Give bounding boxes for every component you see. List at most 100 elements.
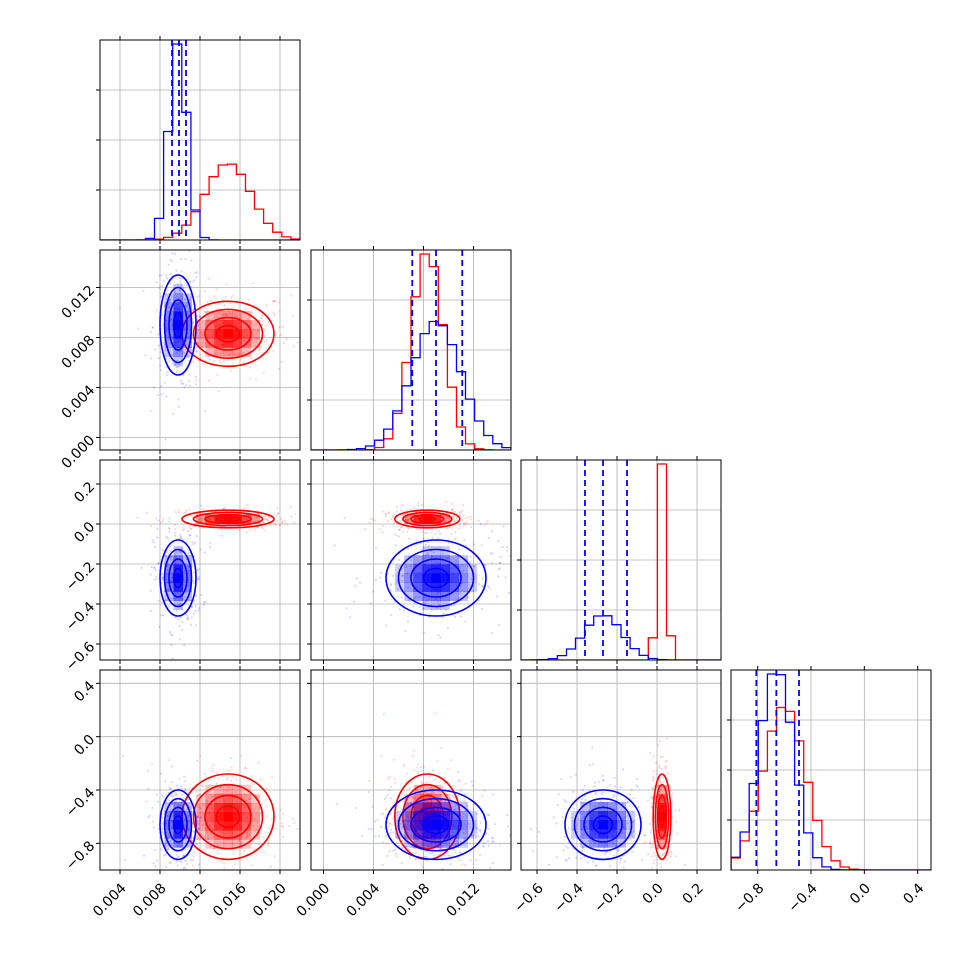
scatter-point bbox=[567, 826, 570, 830]
scatter-point bbox=[178, 371, 181, 374]
scatter-point bbox=[255, 520, 258, 523]
scatter-point bbox=[575, 856, 578, 859]
density-cell bbox=[241, 821, 251, 831]
scatter-point bbox=[653, 854, 657, 857]
scatter-point bbox=[241, 352, 244, 355]
scatter-point bbox=[195, 535, 198, 538]
density-cell bbox=[616, 838, 626, 848]
y-tick-label: −0.4 bbox=[63, 599, 98, 634]
scatter-point bbox=[621, 768, 625, 771]
scatter-point bbox=[615, 844, 618, 847]
scatter-point bbox=[395, 509, 399, 513]
scatter-point bbox=[222, 842, 226, 845]
scatter-point bbox=[477, 835, 480, 838]
scatter-point bbox=[444, 854, 447, 858]
scatter-point bbox=[417, 504, 420, 507]
scatter-point bbox=[169, 318, 172, 321]
scatter-point bbox=[401, 513, 404, 517]
scatter-point bbox=[487, 844, 491, 847]
contour-2 bbox=[192, 783, 264, 850]
scatter-point bbox=[167, 835, 170, 838]
scatter-point bbox=[256, 512, 259, 515]
scatter-point bbox=[409, 564, 412, 568]
scatter-point bbox=[619, 786, 622, 789]
scatter-point bbox=[198, 827, 201, 831]
scatter-point bbox=[177, 405, 180, 408]
scatter-point bbox=[459, 789, 462, 792]
scatter-point bbox=[216, 772, 219, 775]
scatter-point bbox=[196, 319, 199, 322]
scatter-point bbox=[441, 845, 444, 848]
scatter-point bbox=[199, 356, 202, 359]
scatter-point bbox=[446, 516, 449, 519]
scatter-point bbox=[169, 788, 172, 791]
scatter-point bbox=[188, 569, 191, 572]
scatter-point bbox=[175, 269, 178, 272]
scatter-point bbox=[485, 589, 488, 592]
scatter-point bbox=[408, 537, 411, 540]
scatter-point bbox=[427, 776, 431, 779]
density-cell bbox=[196, 329, 206, 339]
scatter-point bbox=[578, 812, 581, 815]
scatter-point bbox=[384, 512, 387, 516]
y-tick-label: −0.4 bbox=[63, 785, 98, 820]
scatter-point bbox=[594, 791, 597, 794]
scatter-point bbox=[199, 811, 202, 814]
scatter-point bbox=[613, 794, 616, 797]
scatter-point bbox=[462, 522, 465, 525]
scatter-point bbox=[238, 839, 241, 842]
scatter-point bbox=[168, 357, 171, 360]
scatter-point bbox=[174, 616, 177, 619]
scatter-point bbox=[221, 313, 224, 316]
scatter-point bbox=[652, 770, 656, 773]
y-tick-label: −0.6 bbox=[63, 639, 98, 674]
scatter-point bbox=[171, 657, 174, 660]
scatter-point bbox=[462, 524, 465, 527]
scatter-point bbox=[591, 746, 594, 749]
scatter-point bbox=[440, 746, 443, 750]
scatter-point bbox=[389, 812, 392, 816]
scatter-point bbox=[392, 831, 396, 834]
scatter-point bbox=[161, 827, 164, 830]
scatter-point bbox=[668, 784, 671, 787]
scatter-point bbox=[495, 595, 498, 598]
scatter-point bbox=[185, 613, 188, 617]
contour-2 bbox=[163, 286, 193, 364]
scatter-point bbox=[402, 826, 405, 829]
density-cell bbox=[580, 838, 590, 848]
scatter-point bbox=[206, 301, 209, 304]
density-cell bbox=[223, 839, 233, 849]
scatter-point bbox=[265, 517, 268, 521]
scatter-point bbox=[252, 282, 255, 285]
scatter-point bbox=[177, 398, 180, 401]
scatter-point bbox=[666, 853, 670, 856]
scatter-point bbox=[451, 526, 454, 530]
scatter-point bbox=[405, 509, 408, 512]
scatter-point bbox=[457, 771, 460, 774]
scatter-point bbox=[208, 358, 211, 361]
scatter-point bbox=[277, 511, 280, 514]
scatter-point bbox=[171, 252, 174, 255]
scatter-point bbox=[397, 595, 400, 598]
scatter-point bbox=[225, 778, 228, 781]
scatter-point bbox=[179, 616, 182, 619]
scatter-point bbox=[188, 373, 191, 376]
scatter-point bbox=[640, 858, 644, 862]
scatter-point bbox=[229, 353, 232, 356]
scatter-point bbox=[400, 526, 403, 529]
scatter-point bbox=[169, 862, 172, 865]
scatter-point bbox=[159, 364, 162, 367]
scatter-point bbox=[157, 561, 160, 565]
scatter-point bbox=[537, 830, 540, 834]
scatter-point bbox=[459, 779, 462, 782]
scatter-point bbox=[190, 561, 193, 565]
scatter-point bbox=[245, 835, 248, 838]
scatter-point bbox=[160, 614, 163, 617]
scatter-point bbox=[395, 855, 398, 858]
scatter-point bbox=[394, 781, 397, 784]
scatter-point bbox=[393, 514, 396, 517]
density-cell bbox=[440, 803, 451, 813]
scatter-point bbox=[487, 536, 490, 540]
hist-panel-1 bbox=[307, 246, 512, 454]
scatter-point bbox=[252, 328, 255, 331]
